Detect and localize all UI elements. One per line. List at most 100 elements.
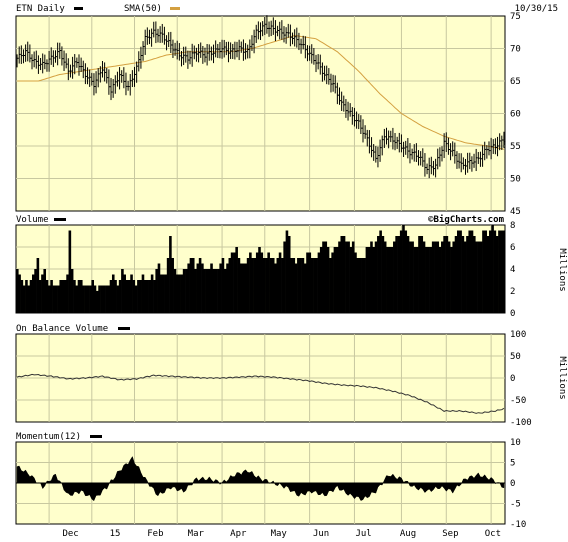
volume-bar bbox=[25, 280, 28, 313]
volume-bar bbox=[169, 236, 172, 313]
volume-bar bbox=[425, 247, 428, 313]
y-tick-label: 10 bbox=[510, 438, 521, 448]
volume-bar bbox=[118, 280, 122, 313]
volume-bar bbox=[329, 258, 332, 313]
volume-bar bbox=[146, 280, 149, 313]
volume-bar bbox=[319, 247, 323, 313]
volume-bar bbox=[116, 285, 120, 313]
y-tick-label: 0 bbox=[510, 309, 515, 319]
volume-bar bbox=[274, 263, 277, 313]
x-tick-label: 15 bbox=[110, 529, 121, 539]
volume-bar bbox=[201, 263, 204, 313]
y-tick-label: 55 bbox=[510, 142, 521, 152]
volume-bar bbox=[38, 280, 42, 313]
volume-bar bbox=[285, 230, 289, 313]
volume-bar bbox=[143, 280, 147, 313]
volume-bar bbox=[32, 274, 35, 313]
x-tick-label: Mar bbox=[188, 529, 205, 539]
volume-bar bbox=[105, 285, 108, 313]
volume-bar bbox=[148, 280, 152, 313]
volume-bar bbox=[150, 274, 154, 313]
volume-bar bbox=[260, 252, 264, 313]
volume-bar bbox=[491, 225, 494, 313]
y-tick-label: 50 bbox=[510, 175, 521, 185]
volume-bar bbox=[219, 263, 222, 313]
volume-bar bbox=[477, 241, 481, 313]
volume-bar bbox=[308, 252, 312, 313]
volume-bar bbox=[500, 230, 504, 313]
volume-bar bbox=[461, 236, 465, 313]
x-axis: Dec 15 Feb Mar Apr May Jun Jul Aug Sep Oct bbox=[62, 529, 501, 539]
volume-bar bbox=[379, 230, 382, 313]
momentum-title: Momentum(12) bbox=[16, 432, 81, 442]
volume-bar bbox=[294, 263, 298, 313]
volume-bar bbox=[390, 247, 394, 313]
y-tick-label: 5 bbox=[510, 459, 515, 469]
volume-bar bbox=[340, 236, 344, 313]
volume-bar bbox=[258, 247, 261, 313]
volume-bar bbox=[377, 236, 380, 313]
volume-bar bbox=[162, 274, 165, 313]
volume-bar bbox=[463, 241, 467, 313]
volume-bar bbox=[212, 269, 216, 313]
volume-bar bbox=[495, 236, 499, 313]
volume-bar bbox=[271, 258, 275, 313]
y-tick-label: -10 bbox=[510, 520, 526, 530]
volume-bar bbox=[27, 285, 31, 313]
volume-bar bbox=[345, 241, 348, 313]
volume-bar bbox=[297, 258, 300, 313]
volume-bar bbox=[217, 269, 220, 313]
volume-bar bbox=[20, 280, 24, 313]
volume-bar bbox=[393, 241, 396, 313]
volume-bar bbox=[452, 241, 456, 313]
obv-y-axis: 100 50 0 -50 -100 bbox=[510, 330, 532, 428]
volume-bar bbox=[313, 258, 316, 313]
volume-bar bbox=[91, 280, 94, 313]
volume-bar bbox=[468, 230, 472, 313]
volume-bar bbox=[431, 241, 435, 313]
y-tick-label: 8 bbox=[510, 221, 515, 231]
volume-bar bbox=[420, 236, 424, 313]
volume-bar bbox=[191, 258, 195, 313]
volume-bar bbox=[454, 236, 458, 313]
y-tick-label: 60 bbox=[510, 110, 521, 120]
volume-bar bbox=[399, 230, 403, 313]
volume-bar bbox=[98, 285, 101, 313]
y-tick-label: -50 bbox=[510, 396, 526, 406]
volume-bar bbox=[251, 258, 254, 313]
volume-bar bbox=[203, 269, 206, 313]
volume-bar bbox=[473, 236, 476, 313]
volume-bar bbox=[22, 285, 26, 313]
volume-bar bbox=[502, 230, 506, 313]
y-tick-label: 2 bbox=[510, 287, 515, 297]
volume-bar bbox=[153, 280, 156, 313]
volume-bar bbox=[415, 247, 419, 313]
volume-bar bbox=[299, 258, 302, 313]
volume-bar bbox=[36, 258, 40, 313]
volume-bar bbox=[283, 241, 286, 313]
volume-bar bbox=[450, 247, 453, 313]
volume-bar bbox=[292, 258, 296, 313]
volume-bar bbox=[278, 252, 282, 313]
momentum-y-axis: 10 5 0 -5 -10 bbox=[510, 438, 526, 530]
volume-bar bbox=[326, 247, 330, 313]
volume-bar bbox=[139, 280, 142, 313]
x-tick-label: Aug bbox=[400, 529, 416, 539]
volume-bar bbox=[100, 285, 104, 313]
volume-bar bbox=[383, 241, 387, 313]
volume-bar bbox=[249, 252, 252, 313]
volume-bar bbox=[429, 247, 433, 313]
volume-bar bbox=[52, 285, 56, 313]
volume-bar bbox=[267, 252, 270, 313]
volume-bar bbox=[370, 241, 373, 313]
header: ETN Daily SMA(50) 10/30/15 bbox=[16, 4, 558, 14]
volume-bar bbox=[84, 285, 88, 313]
volume-bar bbox=[79, 280, 83, 313]
volume-bar bbox=[86, 285, 90, 313]
y-tick-label: 6 bbox=[510, 243, 515, 253]
volume-bars bbox=[16, 225, 506, 313]
volume-bar bbox=[230, 252, 234, 313]
sma-legend-swatch bbox=[170, 7, 180, 10]
volume-bar bbox=[253, 258, 257, 313]
